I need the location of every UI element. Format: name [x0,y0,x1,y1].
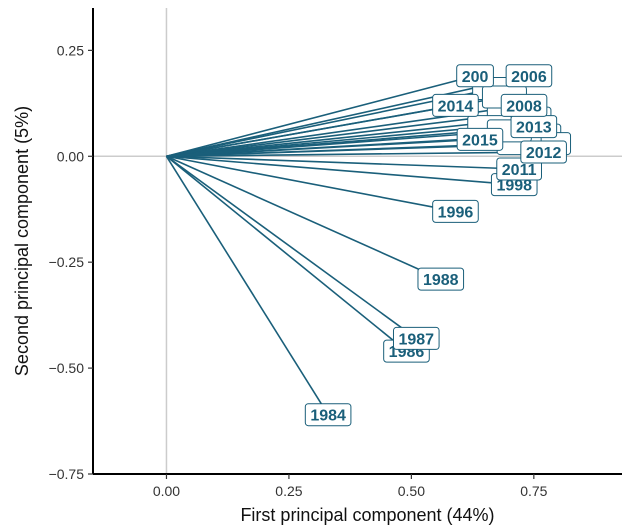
label-text: 1996 [438,204,474,221]
loading-vector-1986 [165,155,407,352]
vector-label-1988: 1988 [417,267,465,291]
y-tick-label: 0.25 [57,42,84,58]
y-tick-label: 0.00 [57,148,84,164]
label-text: 2014 [438,98,474,115]
label-text: 1984 [310,408,346,425]
label-text: 1998 [496,178,532,195]
label-box [456,127,504,151]
vector-label-2012: 2012 [520,140,567,164]
loading-vector [166,113,510,158]
vector-label-1984: 1984 [304,403,352,427]
label-text: 2015 [462,132,498,149]
x-tick-label: 0.25 [275,483,302,499]
loading-vector-2011 [166,155,520,170]
label-text: 200 [462,69,489,86]
label-box [304,403,352,427]
loading-vector-1984 [165,155,329,416]
y-tick-label: −0.75 [49,466,85,482]
label-box [456,64,494,88]
loading-vector [166,130,510,158]
vector-label-1987: 1987 [392,326,440,350]
label-text: 2011 [502,162,537,179]
vector-label-2014: 2014 [432,93,479,117]
loading-vector-200 [166,75,476,158]
vector-label-1996: 1996 [432,199,479,223]
label-box [392,326,440,350]
label-box [500,93,548,117]
x-tick-label: 0.00 [153,483,180,499]
vector-label-2008: 2008 [500,93,548,117]
label-box [505,64,553,88]
vector-labels: 1984198619871988199619982011201220152013… [304,64,572,427]
tick-labels: 0.00 0.25 0.50 0.75 −0.75 −0.50 −0.25 0.00 0.25 [49,42,548,499]
label-box [432,93,479,117]
label-text: 2006 [511,69,547,86]
loading-vector-2006 [166,75,530,158]
label-text: 1987 [398,331,434,348]
x-axis-title: First principal component (44%) [240,505,494,525]
loading-vector-1998 [166,155,515,186]
label-text: 2013 [516,120,552,137]
vector-label-2013: 2013 [510,115,558,139]
label-text: 2008 [506,98,542,115]
label-text: 2012 [526,145,562,162]
label-box [417,267,465,291]
y-axis-title: Second principal component (5%) [12,106,32,376]
loading-vector-2012 [166,151,544,158]
y-tick-label: −0.25 [49,254,85,270]
loading-vector-1987 [166,155,417,340]
vector-label-2015: 2015 [456,127,504,151]
loading-vector [166,125,490,158]
loading-vector-1996 [166,155,456,213]
x-tick-label: 0.75 [520,483,547,499]
x-tick-label: 0.50 [398,483,425,499]
label-text: 1988 [423,272,459,289]
vector-label-2006: 2006 [505,64,553,88]
y-tick-label: −0.50 [49,360,85,376]
vector-label-200: 200 [456,64,494,88]
label-box [520,140,567,164]
label-box [432,199,479,223]
loading-vector-1988 [166,155,442,280]
